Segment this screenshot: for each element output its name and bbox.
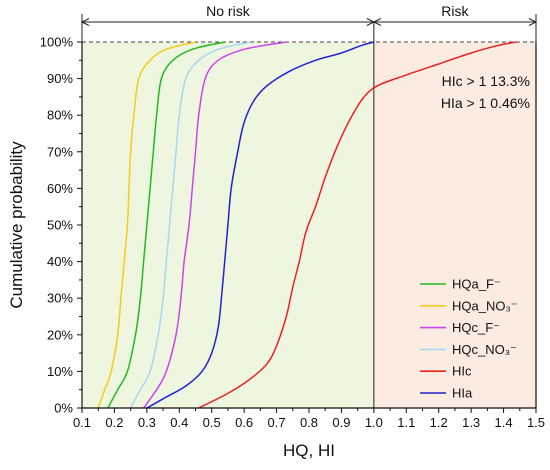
x-tick-label: 0.6: [235, 415, 253, 430]
x-tick-label: 0.4: [170, 415, 188, 430]
y-tick-label: 0%: [54, 401, 73, 416]
legend-label: HQa_NO₃⁻: [452, 298, 518, 313]
y-tick-label: 50%: [47, 218, 73, 233]
x-tick-label: 0.3: [138, 415, 156, 430]
legend: HQa_F⁻ HQa_NO₃⁻ HQc_F⁻ HQc_NO₃⁻ HIc HIa: [420, 277, 518, 401]
region-labels: No risk Risk: [80, 3, 538, 42]
y-tick-label: 30%: [47, 291, 73, 306]
y-tick-label: 60%: [47, 181, 73, 196]
series-line-4: [198, 41, 517, 409]
series-line-0: [107, 41, 225, 409]
x-tick-label: 0.8: [300, 415, 318, 430]
legend-label: HQc_NO₃⁻: [452, 342, 517, 357]
x-tick-label: 1.0: [365, 415, 383, 430]
risk-regions: [82, 42, 536, 408]
y-tick-label: 100%: [40, 35, 74, 50]
series-line-3: [129, 41, 251, 409]
region-label-risk: Risk: [441, 3, 469, 19]
y-tick-label: 10%: [47, 364, 73, 379]
x-tick-label: 0.2: [105, 415, 123, 430]
plot-frame: [82, 22, 536, 408]
legend-label: HIa: [452, 386, 473, 401]
annotation-text: HIa > 1 0.46%: [441, 95, 530, 111]
legend-label: HIc: [452, 364, 472, 379]
y-tick-label: 70%: [47, 144, 73, 159]
y-tick-label: 40%: [47, 254, 73, 269]
x-axis-title: HQ, HI: [283, 441, 335, 460]
series-line-2: [142, 41, 287, 409]
x-tick-label: 0.5: [203, 415, 221, 430]
x-tick-label: 1.5: [527, 415, 545, 430]
legend-label: HQa_F⁻: [452, 277, 501, 292]
x-tick-label: 1.2: [430, 415, 448, 430]
x-tick-label: 0.9: [332, 415, 350, 430]
y-tick-label: 90%: [47, 71, 73, 86]
x-tick-label: 1.3: [462, 415, 480, 430]
series-line-5: [146, 41, 375, 409]
arrowhead-left: [372, 18, 382, 26]
region-risk: [373, 42, 536, 408]
axes: 0.1 0.2 0.3 0.4 0.5 0.6 0.7 0.8 0.9 1.0 1.1 1.2 1.3 1…: [40, 35, 545, 431]
legend-label: HQc_F⁻: [452, 320, 500, 335]
x-tick-label: 1.1: [397, 415, 415, 430]
y-tick-label: 80%: [47, 108, 73, 123]
region-label-no-risk: No risk: [206, 3, 251, 19]
annotations: HIc > 1 13.3% HIa > 1 0.46%: [441, 73, 530, 111]
annotation-text: HIc > 1 13.3%: [442, 73, 530, 89]
y-axis-title: Cumulative probability: [7, 141, 26, 309]
x-tick-label: 0.7: [268, 415, 286, 430]
x-tick-label: 0.1: [73, 415, 91, 430]
y-tick-label: 20%: [47, 327, 73, 342]
x-tick-label: 1.4: [495, 415, 513, 430]
series-line-1: [97, 41, 196, 409]
series-lines: [97, 41, 517, 409]
